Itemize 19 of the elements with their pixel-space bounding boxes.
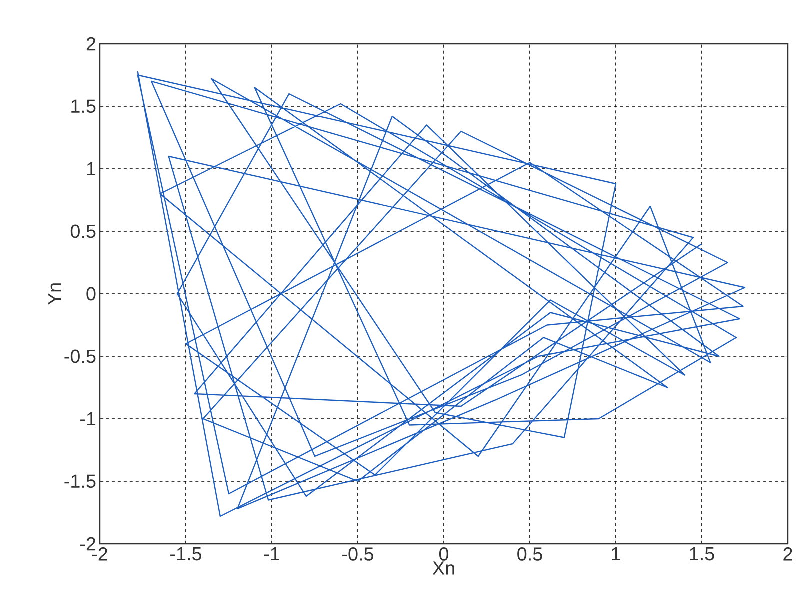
line-series [137,70,746,518]
y-axis-title: Yn [48,284,62,306]
y-tick-label: 2 [86,37,96,51]
x-tick-label: 1 [612,548,620,561]
y-tick-label: -1 [80,412,96,426]
y-tick-label: -1.5 [64,474,96,488]
y-tick-label: 0 [86,287,96,301]
x-tick-label: -1 [264,548,280,561]
y-tick-label: 1 [87,162,96,176]
y-tick-label: -0.5 [64,350,96,364]
x-axis-title: Xn [432,562,454,575]
x-tick-label: 0 [439,548,449,561]
x-tick-label: 0.5 [518,548,542,561]
x-tick-label: -1.5 [170,548,202,561]
y-tick-label: 0.5 [70,224,96,238]
x-tick-label: -0.5 [342,548,374,561]
x-tick-label: 1.5 [690,548,714,561]
x-tick-label: 2 [784,548,792,561]
y-tick-label: 1.5 [72,100,96,114]
